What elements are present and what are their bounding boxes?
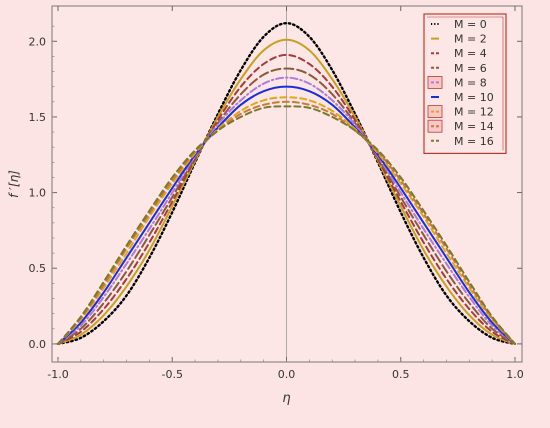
- y-tick-label: 0.0: [29, 338, 47, 351]
- x-tick-label: -0.5: [162, 368, 183, 381]
- legend-swatch-box: [427, 119, 443, 133]
- y-tick-label: 0.5: [29, 262, 47, 275]
- legend-entry-label: M = 6: [454, 62, 487, 75]
- legend-entry-label: M = 10: [454, 91, 494, 104]
- series-line: [57, 100, 516, 345]
- series-line: [57, 76, 516, 345]
- legend-swatch-box: [427, 105, 443, 118]
- legend-entry-label: M = 4: [454, 47, 487, 60]
- legend-entry-label: M = 12: [454, 106, 494, 119]
- x-tick-label: -1.0: [47, 368, 68, 381]
- x-axis-label: η: [282, 391, 290, 406]
- y-axis-label: f ′[η]: [7, 170, 21, 198]
- y-tick-label: 1.0: [29, 187, 47, 200]
- series-line: [56, 21, 517, 346]
- y-tick-label: 2.0: [29, 35, 47, 48]
- series-line: [57, 105, 516, 345]
- legend-swatch-box: [427, 76, 443, 89]
- series-line: [57, 38, 516, 345]
- legend-entry-label: M = 8: [454, 76, 487, 89]
- series-line: [57, 85, 516, 345]
- legend-entry-label: M = 0: [454, 18, 487, 31]
- x-tick-label: 0.5: [392, 368, 410, 381]
- legend-entry-label: M = 16: [454, 135, 494, 148]
- series-line: [57, 53, 516, 345]
- series-line: [57, 96, 516, 345]
- legend-entry-label: M = 2: [454, 33, 487, 46]
- legend-entry-label: M = 14: [454, 120, 494, 133]
- series-line: [57, 67, 516, 345]
- y-tick-label: 1.5: [29, 111, 47, 124]
- x-tick-label: 1.0: [506, 368, 524, 381]
- series-group: [56, 21, 517, 346]
- x-tick-label: 0.0: [278, 368, 296, 381]
